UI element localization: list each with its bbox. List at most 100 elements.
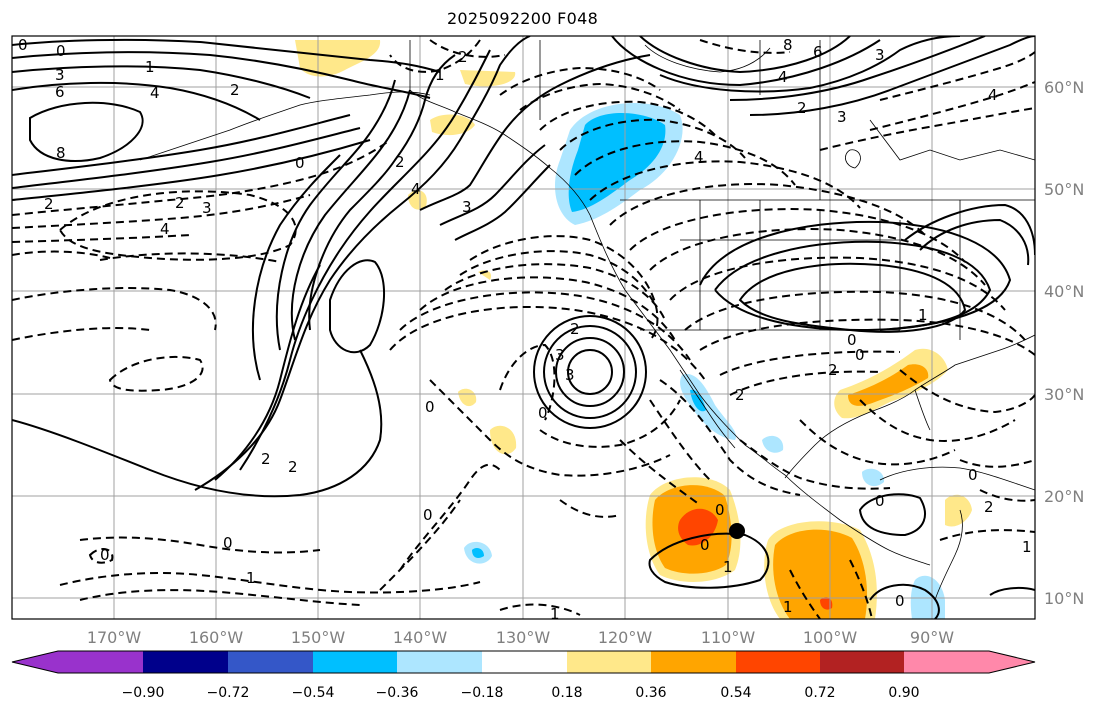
contour-label: 0 bbox=[700, 536, 710, 554]
contour-label: 1 bbox=[246, 569, 256, 587]
lon-label: 160°W bbox=[189, 628, 244, 647]
colorbar-tick: −0.54 bbox=[292, 685, 335, 701]
shading-negative-gulf bbox=[862, 468, 885, 487]
lon-label: 100°W bbox=[803, 628, 858, 647]
lon-label: 90°W bbox=[910, 628, 954, 647]
lat-label: 20°N bbox=[1044, 487, 1084, 506]
colorbar-extend-high bbox=[989, 651, 1035, 673]
contour-label: 3 bbox=[462, 198, 472, 216]
contour-label: 0 bbox=[100, 546, 110, 564]
contour-label: 4 bbox=[988, 86, 998, 104]
contour-label: 2 bbox=[735, 386, 745, 404]
contour-label: 3 bbox=[555, 346, 565, 364]
contour-label: 4 bbox=[411, 180, 421, 198]
contour-label: 2 bbox=[395, 153, 405, 171]
lon-label: 170°W bbox=[87, 628, 142, 647]
storm-center-marker bbox=[729, 523, 745, 539]
contour-label: 2 bbox=[797, 99, 807, 117]
contour-label: 2 bbox=[261, 450, 271, 468]
lat-label: 10°N bbox=[1044, 589, 1084, 608]
contour-label: 8 bbox=[783, 36, 793, 54]
shading-positive-alaska-n bbox=[295, 40, 381, 77]
contour-label: 2 bbox=[44, 195, 54, 213]
contour-label: 4 bbox=[694, 148, 704, 166]
colorbar-tick: −0.90 bbox=[122, 685, 165, 701]
contour-label: 0 bbox=[56, 42, 66, 60]
contour-label: 3 bbox=[565, 366, 575, 384]
contour-label: 1 bbox=[1022, 538, 1032, 556]
contour-label: 0 bbox=[295, 154, 305, 172]
shading-positive-epac2-core bbox=[820, 597, 833, 610]
contour-label: 2 bbox=[984, 498, 994, 516]
contour-label: 0 bbox=[223, 534, 233, 552]
lon-label: 130°W bbox=[496, 628, 551, 647]
contour-label: 0 bbox=[875, 492, 885, 510]
shading-negative-baja-core bbox=[690, 389, 706, 412]
colorbar-tick: −0.72 bbox=[207, 685, 250, 701]
shading-negative-pacific-core bbox=[472, 548, 484, 558]
contour-label: 0 bbox=[715, 501, 725, 519]
contour-label: 0 bbox=[538, 404, 548, 422]
colorbar-segment bbox=[397, 651, 482, 673]
dashed-contours bbox=[12, 39, 1035, 619]
map-title: 2025092200 F048 bbox=[446, 9, 599, 28]
contour-label: 1 bbox=[783, 598, 793, 616]
contour-label: 3 bbox=[837, 108, 847, 126]
colorbar-segment bbox=[651, 651, 736, 673]
contour-label: 1 bbox=[550, 605, 560, 623]
contour-label: 2 bbox=[288, 458, 298, 476]
colorbar-tick: 0.54 bbox=[720, 685, 751, 701]
contour-label: 4 bbox=[150, 84, 160, 102]
contour-label: 1 bbox=[145, 58, 155, 76]
colorbar-tick-labels: −0.90 −0.72 −0.54 −0.36 −0.18 0.18 0.36 … bbox=[122, 685, 920, 701]
map-gridlines bbox=[12, 36, 1035, 619]
colorbar-segment bbox=[482, 651, 567, 673]
contour-label: 0 bbox=[425, 398, 435, 416]
shading-positive-epac2 bbox=[773, 529, 868, 619]
colorbar-tick: 0.18 bbox=[551, 685, 582, 701]
contour-label: 8 bbox=[56, 144, 66, 162]
latitude-labels: 60°N 50°N 40°N 30°N 20°N 10°N bbox=[1044, 78, 1084, 608]
colorbar bbox=[11, 650, 1036, 674]
lon-label: 150°W bbox=[291, 628, 346, 647]
lat-label: 60°N bbox=[1044, 78, 1084, 97]
lat-label: 30°N bbox=[1044, 385, 1084, 404]
colorbar-segment bbox=[228, 651, 313, 673]
longitude-labels: 170°W 160°W 150°W 140°W 130°W 120°W 110°… bbox=[87, 628, 954, 647]
contour-label: 6 bbox=[55, 83, 65, 101]
contour-label: 3 bbox=[55, 66, 65, 84]
contour-label: 1 bbox=[918, 306, 928, 324]
contour-label: 3 bbox=[875, 46, 885, 64]
colorbar-segment bbox=[736, 651, 820, 673]
solid-contours bbox=[12, 36, 1035, 619]
contour-label: 0 bbox=[895, 592, 905, 610]
colorbar-segment bbox=[58, 651, 143, 673]
contour-label: 2 bbox=[230, 81, 240, 99]
colorbar-segment bbox=[567, 651, 651, 673]
shading-negative-pacific-nw-core bbox=[568, 112, 666, 212]
shading-positive-epac-core bbox=[678, 508, 718, 546]
colorbar-extend-low bbox=[12, 651, 58, 673]
colorbar-segment bbox=[820, 651, 904, 673]
contour-label: 2 bbox=[175, 194, 185, 212]
map-frame bbox=[11, 35, 1036, 620]
shading-positive-small-2 bbox=[458, 388, 477, 407]
colorbar-tick: 0.90 bbox=[888, 685, 919, 701]
lat-label: 40°N bbox=[1044, 282, 1084, 301]
contour-label: 1 bbox=[723, 558, 733, 576]
contour-label: 6 bbox=[813, 43, 823, 61]
colorbar-segment bbox=[143, 651, 228, 673]
contour-label: 0 bbox=[847, 331, 857, 349]
colorbar-segment bbox=[904, 651, 989, 673]
contour-label: 3 bbox=[202, 199, 212, 217]
shading-positive-gulf-ak bbox=[430, 114, 475, 136]
contour-label: 0 bbox=[968, 466, 978, 484]
lat-label: 50°N bbox=[1044, 180, 1084, 199]
lon-label: 110°W bbox=[701, 628, 756, 647]
colorbar-tick: −0.36 bbox=[376, 685, 419, 701]
lon-label: 140°W bbox=[393, 628, 448, 647]
colorbar-tick: 0.36 bbox=[635, 685, 666, 701]
colorbar-tick: −0.18 bbox=[461, 685, 504, 701]
lon-label: 120°W bbox=[598, 628, 653, 647]
map-plot-area: 0 0 3 6 8 2 4 2 1 2 0 2 6 8 4 3 2 4 3 2 … bbox=[12, 36, 1035, 623]
